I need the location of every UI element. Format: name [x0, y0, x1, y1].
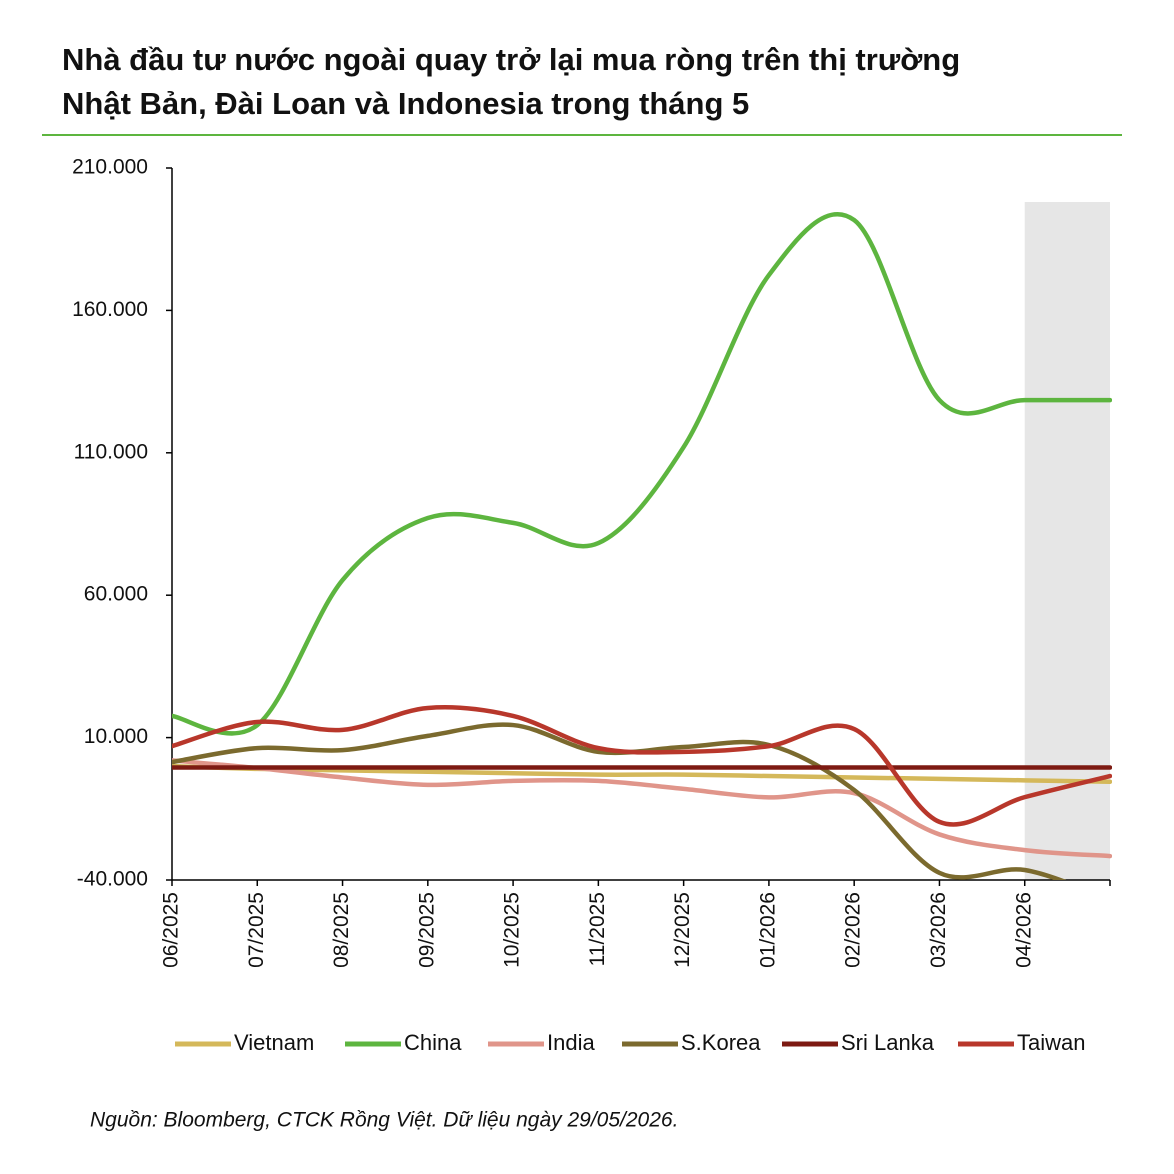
y-tick-label: 60.000 — [84, 583, 148, 606]
y-tick-label: 160.000 — [72, 298, 148, 321]
x-tick-label: 10/2025 — [501, 892, 524, 968]
legend-label: China — [404, 1030, 462, 1055]
x-tick-label: 08/2025 — [330, 892, 353, 968]
legend-label: Taiwan — [1017, 1030, 1085, 1055]
x-tick-label: 04/2026 — [1012, 892, 1035, 968]
x-tick-label: 01/2026 — [756, 892, 779, 968]
legend-label: India — [547, 1030, 595, 1055]
y-tick-label: 110.000 — [74, 440, 148, 463]
y-tick-label: 210.000 — [72, 156, 148, 179]
x-tick-label: 07/2025 — [245, 892, 268, 968]
chart-title: Nhà đầu tư nước ngoài quay trở lại mua r… — [62, 42, 960, 77]
chart-title: Nhật Bản, Đài Loan và Indonesia trong th… — [62, 86, 749, 121]
y-tick-label: 10.000 — [84, 725, 148, 748]
line-series — [172, 763, 1112, 784]
x-tick-label: 06/2025 — [160, 892, 183, 968]
x-tick-label: 03/2026 — [927, 892, 950, 968]
x-tick-label: 11/2025 — [586, 892, 609, 966]
legend-label: Vietnam — [234, 1030, 314, 1055]
x-tick-label: 12/2025 — [671, 892, 694, 968]
x-tick-label: 02/2026 — [842, 892, 865, 968]
legend-label: S.Korea — [681, 1030, 761, 1055]
line-series — [172, 758, 1112, 859]
y-tick-label: -40.000 — [77, 868, 148, 891]
legend-label: Sri Lanka — [841, 1030, 935, 1055]
source-note: Nguồn: Bloomberg, CTCK Rồng Việt. Dữ liệ… — [90, 1109, 678, 1132]
x-tick-label: 09/2025 — [415, 892, 438, 968]
line-series — [172, 212, 1112, 736]
line-series — [172, 705, 1112, 827]
